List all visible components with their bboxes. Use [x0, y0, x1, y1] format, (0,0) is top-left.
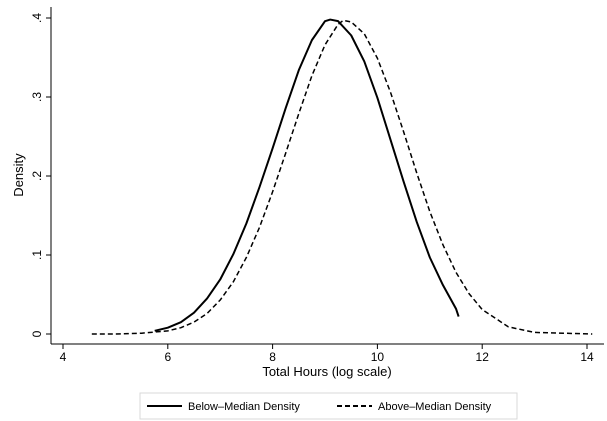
y-tick-label: .2 — [30, 171, 44, 181]
y-axis-title: Density — [11, 153, 26, 197]
y-ticks: 0 .1 .2 .3 .4 — [30, 13, 51, 337]
y-tick-label: .1 — [30, 250, 44, 260]
y-tick-label: 0 — [30, 330, 44, 337]
x-tick-label: 4 — [60, 350, 67, 364]
x-tick-label: 8 — [269, 350, 276, 364]
legend: Below–Median Density Above–Median Densit… — [139, 392, 518, 420]
legend-label-below: Below–Median Density — [188, 401, 300, 413]
y-tick-label: .4 — [30, 13, 44, 23]
x-tick-label: 6 — [164, 350, 171, 364]
x-axis-title: Total Hours (log scale) — [262, 364, 391, 379]
x-tick-label: 14 — [580, 350, 594, 364]
series-line-below-median — [154, 18, 460, 332]
x-tick-label: 10 — [371, 350, 385, 364]
series-line-above-median — [91, 19, 593, 335]
legend-label-above: Above–Median Density — [378, 401, 492, 413]
y-tick-label: .3 — [30, 92, 44, 102]
legend-box — [139, 392, 518, 420]
x-tick-label: 12 — [476, 350, 490, 364]
x-ticks: 4 6 8 10 12 14 — [60, 344, 594, 364]
series-group — [91, 18, 593, 335]
